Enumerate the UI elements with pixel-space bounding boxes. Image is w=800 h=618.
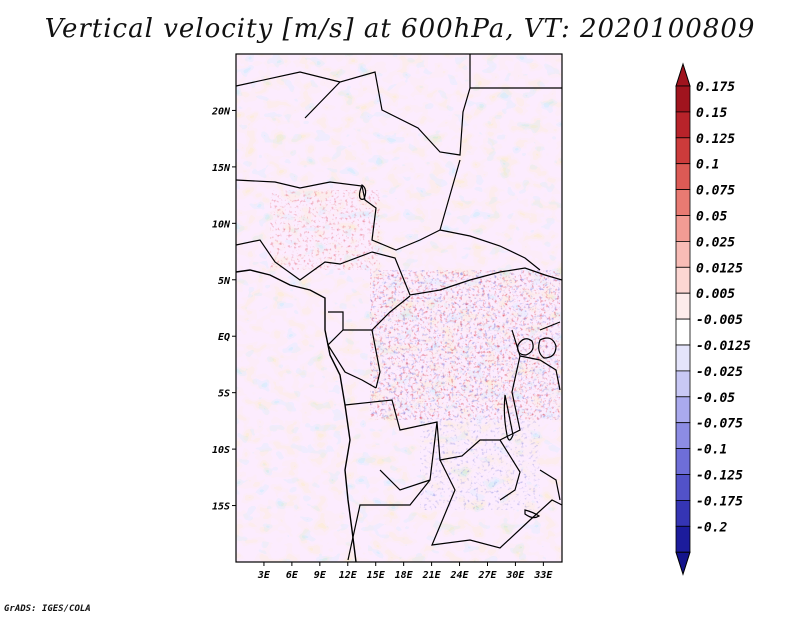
colorbar-label: -0.1 xyxy=(696,443,727,458)
lon-tick-label: 30E xyxy=(505,570,525,581)
lat-tick-label: 15S xyxy=(212,502,230,513)
colorbar-swatch xyxy=(675,111,691,139)
lon-tick-label: 33E xyxy=(533,570,553,581)
colorbar-label: -0.2 xyxy=(696,520,727,535)
colorbar-swatch xyxy=(675,474,691,501)
longitude-axis: 3E 6E 9E 12E 15E 18E 21E 24E 27E 30E 33E xyxy=(257,562,553,581)
colorbar-label: 0.0125 xyxy=(696,261,743,276)
colorbar-swatch xyxy=(675,292,691,320)
colorbar-label: 0.1 xyxy=(696,158,719,173)
lon-tick-label: 27E xyxy=(477,570,497,581)
lon-tick-label: 24E xyxy=(450,570,470,581)
colorbar-swatch xyxy=(675,396,691,424)
country-boundaries xyxy=(236,54,562,561)
lon-tick-label: 9E xyxy=(314,570,327,581)
lat-tick-label: 15N xyxy=(212,163,231,174)
lon-tick-label: 12E xyxy=(339,570,358,581)
plot-title: Vertical velocity [m/s] at 600hPa, VT: 2… xyxy=(44,14,756,44)
colorbar-label: -0.175 xyxy=(696,494,743,509)
map-frame xyxy=(235,53,563,563)
colorbar-swatch xyxy=(675,448,691,475)
colorbar-swatch xyxy=(675,240,691,268)
lat-tick-label: 20N xyxy=(211,106,231,117)
colorbar-label: 0.075 xyxy=(696,184,735,199)
colorbar-swatch xyxy=(675,215,691,242)
colorbar-label: -0.025 xyxy=(696,365,743,380)
latitude-axis: 20N 15N 10N 5N EQ 5S 10S 15S xyxy=(211,106,236,513)
lat-tick-label: EQ xyxy=(218,332,230,343)
colorbar-swatch xyxy=(675,189,691,216)
colorbar-label: -0.05 xyxy=(696,391,735,406)
colorbar-label: 0.125 xyxy=(696,132,735,147)
lon-tick-label: 15E xyxy=(367,570,386,581)
colorbar-label: 0.15 xyxy=(696,106,727,121)
lat-tick-label: 10N xyxy=(212,219,231,230)
colorbar-label: -0.0125 xyxy=(696,339,751,354)
colorbar-label: -0.125 xyxy=(696,469,743,484)
colorbar-swatch xyxy=(675,422,691,450)
colorbar-swatch xyxy=(675,344,691,372)
colorbar-swatch xyxy=(675,499,691,527)
colorbar-swatch xyxy=(675,137,691,165)
colorbar-label: 0.05 xyxy=(696,210,727,225)
lat-tick-label: 5S xyxy=(218,389,230,400)
lon-tick-label: 6E xyxy=(286,570,299,581)
colorbar-swatch xyxy=(675,163,691,190)
colorbar-swatch xyxy=(675,318,691,346)
colorbar-top-arrow xyxy=(675,62,691,87)
vertical-velocity-field xyxy=(236,54,562,562)
coastline xyxy=(236,269,357,562)
lat-tick-label: 10S xyxy=(212,445,230,456)
colorbar-label: 0.025 xyxy=(696,235,735,250)
colorbar-bottom-arrow xyxy=(675,551,691,576)
colorbar-swatch xyxy=(675,370,691,398)
convective-speckle-region xyxy=(270,190,560,510)
lat-tick-label: 5N xyxy=(218,276,231,287)
colorbar-swatch xyxy=(675,85,691,113)
colorbar-swatch xyxy=(675,266,691,294)
colorbar: 0.175 0.15 0.125 0.1 0.075 0.05 0.025 0.0125 0.0… xyxy=(675,62,751,576)
lakes xyxy=(358,184,557,519)
lon-tick-label: 3E xyxy=(257,570,271,581)
lon-tick-label: 21E xyxy=(422,570,442,581)
lon-tick-label: 18E xyxy=(395,570,414,581)
colorbar-label: -0.005 xyxy=(696,313,743,328)
grads-footer: GrADS: IGES/COLA xyxy=(4,604,91,614)
colorbar-label: 0.175 xyxy=(696,80,735,95)
colorbar-swatch xyxy=(675,525,691,553)
colorbar-label: 0.005 xyxy=(696,287,735,302)
colorbar-label: -0.075 xyxy=(696,417,743,432)
